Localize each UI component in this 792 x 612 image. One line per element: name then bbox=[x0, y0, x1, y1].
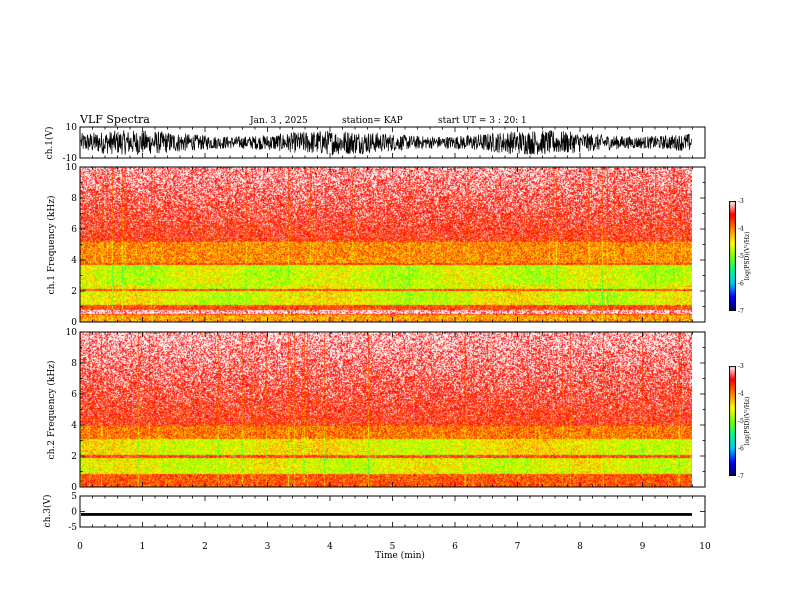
colorbar-tick-label: -7 bbox=[738, 473, 744, 480]
x-tick-label: 3 bbox=[265, 542, 271, 552]
y-tick-label: 0 bbox=[71, 318, 77, 328]
y-tick-label: 10 bbox=[66, 163, 78, 173]
y-tick-label: 0 bbox=[71, 508, 77, 518]
y-tick-label: -5 bbox=[68, 523, 77, 533]
ch2-spectrogram-y-label: ch.2 Frequency (kHz) bbox=[46, 361, 57, 460]
ch1-waveform-trace bbox=[80, 130, 692, 156]
y-tick-label: 0 bbox=[71, 483, 77, 493]
ch2-spectrogram-image bbox=[80, 332, 692, 487]
ch2-spectrogram-panel: 0 2 4 6 8 10 bbox=[66, 328, 706, 493]
colorbar-tick-label: -3 bbox=[738, 363, 744, 370]
colorbar-tick-label: -4 bbox=[738, 391, 744, 398]
y-tick-label: 6 bbox=[71, 225, 77, 235]
ch1-colorbar-label: log(PSD)(V²/Hz) bbox=[744, 232, 751, 281]
x-tick-label: 10 bbox=[699, 542, 711, 552]
y-tick-label: 5 bbox=[71, 492, 77, 502]
y-tick-label: -10 bbox=[63, 154, 78, 164]
ch1-spectrogram-panel: 0 2 4 6 8 10 bbox=[66, 163, 706, 328]
ch2-colorbar-label: log(PSD)(V²/Hz) bbox=[744, 397, 751, 446]
date-label: Jan. 3 , 2025 bbox=[249, 116, 308, 126]
x-tick-label: 8 bbox=[577, 542, 583, 552]
x-tick-label: 0 bbox=[77, 542, 83, 552]
ch2-colorbar-gradient bbox=[729, 366, 736, 476]
colorbar-tick-label: -6 bbox=[738, 446, 744, 453]
ch1-waveform-panel: 10 -10 bbox=[63, 123, 706, 164]
y-tick-label: 8 bbox=[71, 359, 77, 369]
x-axis-label: Time (min) bbox=[375, 550, 425, 561]
ch1-spectrogram-image bbox=[80, 167, 692, 322]
y-tick-label: 2 bbox=[71, 287, 77, 297]
ch3-waveform-trace bbox=[81, 513, 692, 516]
y-tick-label: 8 bbox=[71, 194, 77, 204]
y-tick-label: 2 bbox=[71, 452, 77, 462]
colorbar-tick-label: -5 bbox=[738, 253, 744, 260]
figure-title: VLF Spectra bbox=[79, 113, 150, 126]
colorbar-tick-label: -5 bbox=[738, 418, 744, 425]
colorbar-tick-label: -7 bbox=[738, 308, 744, 315]
y-tick-label: 10 bbox=[66, 328, 78, 338]
x-tick-label: 1 bbox=[140, 542, 146, 552]
ch1-colorbar-gradient bbox=[729, 201, 736, 311]
x-tick-label: 4 bbox=[327, 542, 333, 552]
y-tick-label: 4 bbox=[71, 256, 77, 266]
x-tick-label: 9 bbox=[640, 542, 646, 552]
colorbar-tick-label: -3 bbox=[738, 198, 744, 205]
x-tick-label: 2 bbox=[202, 542, 208, 552]
x-tick-label: 6 bbox=[452, 542, 458, 552]
colorbar-tick-label: -6 bbox=[738, 281, 744, 288]
x-tick-label: 5 bbox=[390, 542, 396, 552]
ch1-colorbar: -3 -4 -5 -6 -7 bbox=[729, 198, 744, 315]
start-time-label: start UT = 3 : 20: 1 bbox=[438, 116, 527, 126]
x-tick-label: 7 bbox=[515, 542, 521, 552]
y-tick-label: 10 bbox=[66, 123, 78, 133]
ch2-colorbar: -3 -4 -5 -6 -7 bbox=[729, 363, 744, 480]
y-tick-label: 6 bbox=[71, 390, 77, 400]
ch3-y-axis-label: ch.3(V) bbox=[42, 495, 53, 528]
ch1-spectrogram-y-label: ch.1 Frequency (kHz) bbox=[46, 196, 57, 295]
colorbar-tick-label: -4 bbox=[738, 226, 744, 233]
station-label: station= KAP bbox=[342, 116, 403, 126]
y-tick-label: 4 bbox=[71, 421, 77, 431]
ch1-y-axis-label: ch.1(V) bbox=[44, 127, 55, 160]
ch3-waveform-panel: 50-50 1 2 3 4 5 6 7 8 9 10 bbox=[68, 492, 711, 552]
